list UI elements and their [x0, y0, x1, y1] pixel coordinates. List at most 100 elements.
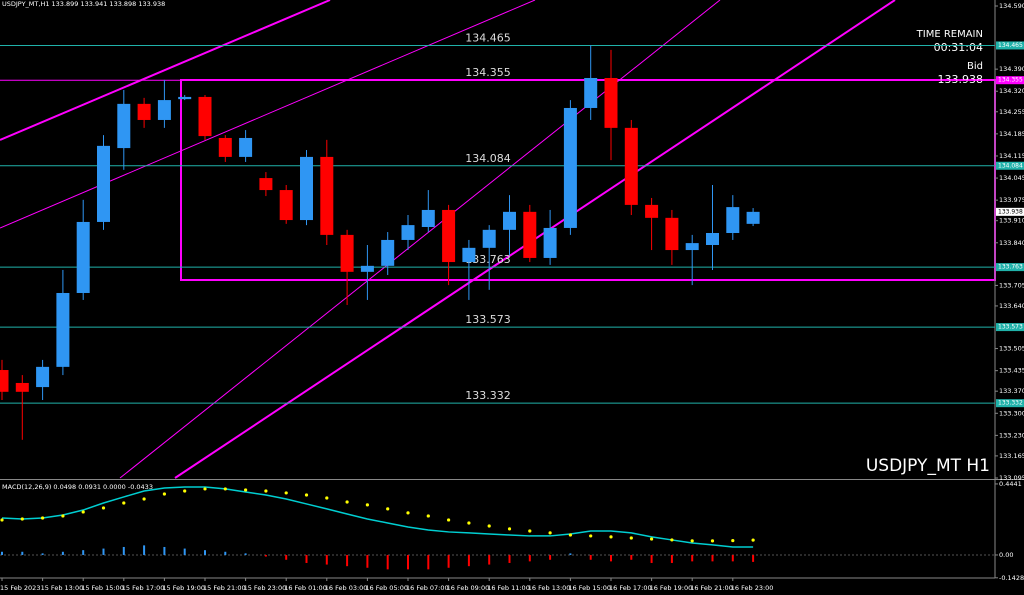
level-tag — [996, 323, 1024, 332]
histogram-bar — [549, 554, 552, 560]
candle-body — [218, 137, 232, 157]
histogram-bar — [183, 548, 186, 555]
candle-body — [300, 156, 313, 221]
signal-dot — [41, 516, 45, 520]
signal-dot — [650, 537, 654, 541]
y-tick-label: 133.095 — [999, 474, 1024, 482]
bid-label: Bid — [967, 61, 983, 72]
y-tick-label: 0.4441 — [999, 480, 1022, 488]
histogram-bar — [244, 553, 247, 555]
x-tick-label: 16 Feb 13:00 — [528, 584, 571, 592]
level-label: 134.355 — [465, 66, 511, 79]
x-tick-label: 15 Feb 23:00 — [244, 584, 287, 592]
y-tick-label: 133.165 — [999, 452, 1024, 460]
x-tick-label: 15 Feb 17:00 — [122, 584, 165, 592]
candle-body — [157, 100, 171, 120]
signal-dot — [284, 491, 288, 495]
signal-dot — [528, 529, 532, 533]
signal-dot — [568, 533, 573, 537]
histogram-bar — [731, 554, 734, 562]
candle-body — [15, 382, 29, 392]
candle-body — [381, 239, 395, 266]
candle-body — [685, 243, 699, 251]
histogram-bar — [1, 551, 3, 555]
signal-dot — [61, 514, 65, 518]
histogram-bar — [102, 548, 105, 555]
signal-dot — [142, 497, 146, 501]
watermark: USDJPY_MT H1 — [866, 456, 990, 476]
signal-dot — [751, 538, 755, 542]
y-tick-label: 133.505 — [999, 345, 1024, 353]
histogram-bar — [630, 554, 633, 560]
signal-dot — [731, 538, 735, 543]
candle-body — [279, 190, 293, 221]
x-tick-label: 16 Feb 03:00 — [325, 584, 368, 592]
y-tick-label: 133.840 — [999, 239, 1024, 247]
x-tick-label: 16 Feb 17:00 — [609, 584, 652, 592]
candle-body — [239, 137, 253, 157]
signal-dot — [670, 538, 674, 542]
candle-body — [117, 103, 131, 149]
bid-tag — [996, 207, 1024, 216]
signal-dot — [365, 503, 369, 507]
y-tick-label: 133.975 — [999, 196, 1024, 204]
histogram-bar — [691, 554, 694, 562]
candle-body — [523, 211, 537, 258]
macd-line — [1, 486, 754, 548]
candle-body — [137, 103, 151, 120]
level-label: 134.084 — [465, 152, 511, 165]
histogram-bar — [285, 554, 288, 560]
macd-header: MACD(12,26,9) 0.0498 0.0931 0.0000 -0.04… — [2, 483, 153, 491]
histogram-bar — [569, 553, 572, 555]
signal-dot — [122, 501, 126, 505]
signal-dot — [101, 506, 106, 510]
level-tag — [996, 399, 1024, 408]
bid-value: 133.938 — [938, 73, 984, 86]
candle-body — [56, 292, 70, 367]
level-tag — [996, 76, 1024, 85]
signal-dot — [710, 539, 715, 543]
trendline — [0, 0, 331, 141]
signal-dot — [589, 534, 593, 538]
histogram-bar — [589, 554, 592, 560]
histogram-bar — [467, 554, 470, 567]
signal-dot — [487, 524, 491, 528]
candle-body — [604, 77, 618, 128]
candle-body — [340, 234, 354, 272]
histogram-bar — [21, 551, 24, 555]
candle-body — [462, 247, 476, 263]
y-tick-label: 134.590 — [999, 2, 1024, 10]
y-tick-label: 133.910 — [999, 217, 1024, 225]
level-tag-label: 134.355 — [998, 77, 1023, 84]
signal-dot — [548, 531, 552, 535]
candle-body — [543, 227, 557, 258]
candle-body — [198, 96, 212, 137]
candle-body — [320, 156, 334, 235]
candle-body — [746, 211, 760, 224]
histogram-bar — [650, 554, 653, 563]
signal-dot — [629, 536, 633, 540]
candle-body — [706, 233, 719, 245]
candle-body — [421, 209, 435, 228]
trendline — [0, 0, 536, 229]
candle-body — [482, 229, 496, 248]
x-tick-label: 15 Feb 15:00 — [81, 584, 124, 592]
candle-body — [178, 96, 192, 100]
histogram-bar — [670, 554, 673, 563]
candle-body — [76, 221, 90, 293]
candle-body — [360, 265, 374, 272]
signal-dot — [447, 518, 451, 522]
candle-body — [563, 107, 577, 228]
signal-dot — [507, 527, 512, 531]
y-tick-label: 134.255 — [999, 108, 1024, 116]
histogram-bar — [346, 554, 349, 567]
level-tag — [996, 161, 1024, 170]
histogram-bar — [122, 546, 125, 555]
y-tick-label: -0.1428 — [999, 574, 1024, 582]
signal-dot — [0, 518, 4, 522]
y-tick-label: 133.435 — [999, 367, 1024, 375]
histogram-bar — [204, 550, 206, 555]
histogram-bar — [386, 554, 389, 570]
y-tick-label: 0.00 — [999, 551, 1013, 559]
